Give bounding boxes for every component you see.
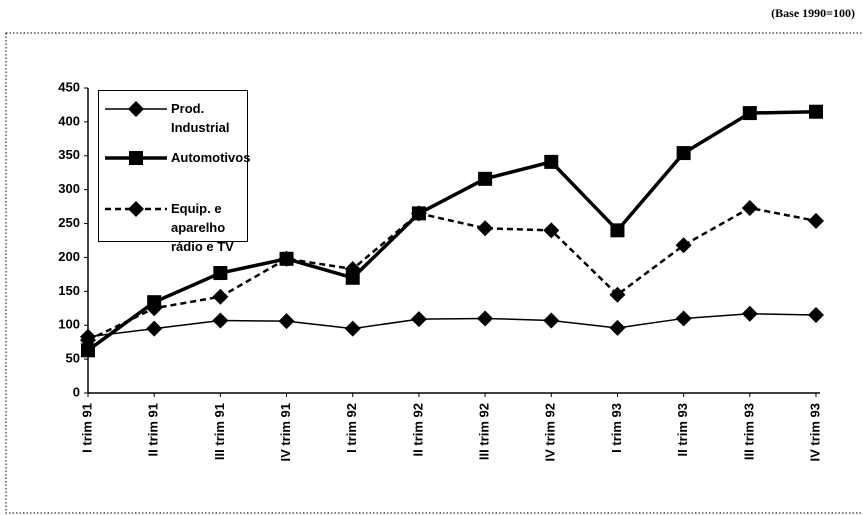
legend-label: Equip. e aparelho rádio e TV xyxy=(171,201,234,254)
x-tick-label: III trim 93 xyxy=(741,403,756,460)
x-tick-label: IV trim 92 xyxy=(543,403,558,462)
note: (Base 1990=100) xyxy=(771,6,855,20)
marker xyxy=(80,332,96,349)
marker xyxy=(676,146,691,161)
x-tick-label: IV trim 93 xyxy=(807,403,822,462)
x-tick-label: I trim 91 xyxy=(79,403,94,453)
series-line xyxy=(87,206,817,342)
legend-label: Automotivos xyxy=(171,150,251,165)
marker xyxy=(808,212,824,229)
x-tick-label: II trim 93 xyxy=(675,403,690,456)
y-tick-label: 150 xyxy=(58,283,80,298)
legend-entry: Equip. e aparelho rádio e TV xyxy=(103,199,251,256)
marker xyxy=(742,106,757,121)
series-line xyxy=(86,109,817,352)
marker xyxy=(741,305,758,322)
marker xyxy=(410,205,427,222)
marker xyxy=(81,343,95,358)
marker xyxy=(344,320,361,337)
marker xyxy=(129,151,143,165)
marker xyxy=(609,319,626,336)
y-tick-label: 250 xyxy=(58,215,80,230)
marker xyxy=(213,266,228,281)
marker xyxy=(610,223,625,238)
x-tick-label: III trim 92 xyxy=(477,403,492,460)
y-tick-label: 450 xyxy=(58,79,80,94)
y-tick-label: 50 xyxy=(66,351,80,366)
x-tick-label: IV trim 91 xyxy=(278,403,293,462)
x-tick-label: I trim 93 xyxy=(609,403,624,453)
marker xyxy=(544,154,559,169)
marker xyxy=(808,307,824,324)
y-tick-label: 0 xyxy=(73,384,80,399)
y-tick-label: 350 xyxy=(58,147,80,162)
marker xyxy=(212,288,229,305)
marker xyxy=(809,104,823,119)
marker xyxy=(146,300,163,317)
marker xyxy=(477,220,494,237)
series-line xyxy=(87,312,817,338)
legend-label: Prod. Industrial xyxy=(171,101,230,135)
chart-border xyxy=(5,32,863,514)
legend-entry: Prod. Industrial xyxy=(103,99,251,137)
legend-swatch xyxy=(105,201,167,217)
y-tick-label: 400 xyxy=(58,113,80,128)
marker xyxy=(278,250,295,267)
marker xyxy=(675,237,692,254)
x-tick-label: III trim 91 xyxy=(212,403,227,460)
marker xyxy=(212,312,229,329)
legend-swatch xyxy=(105,101,167,117)
marker xyxy=(146,320,163,337)
y-tick-label: 300 xyxy=(58,181,80,196)
marker xyxy=(543,222,560,239)
y-tick-label: 100 xyxy=(58,317,80,332)
marker xyxy=(345,270,360,285)
marker xyxy=(128,101,144,117)
marker xyxy=(543,312,560,329)
legend: Prod. Industrial Automotivos Equip. e apar… xyxy=(98,90,251,254)
legend-swatch xyxy=(105,151,167,165)
x-tick-label: II trim 91 xyxy=(146,403,161,456)
marker xyxy=(478,171,493,186)
marker xyxy=(741,199,758,216)
marker xyxy=(410,311,427,328)
legend-entry: Automotivos xyxy=(103,148,251,168)
marker xyxy=(278,313,295,330)
marker xyxy=(477,310,494,327)
y-tick-label: 200 xyxy=(58,249,80,264)
x-tick-label: I trim 92 xyxy=(344,403,359,453)
marker xyxy=(675,310,692,327)
marker xyxy=(128,201,144,217)
marker xyxy=(344,260,361,277)
x-tick-label: II trim 92 xyxy=(410,403,425,456)
marker xyxy=(609,286,626,303)
